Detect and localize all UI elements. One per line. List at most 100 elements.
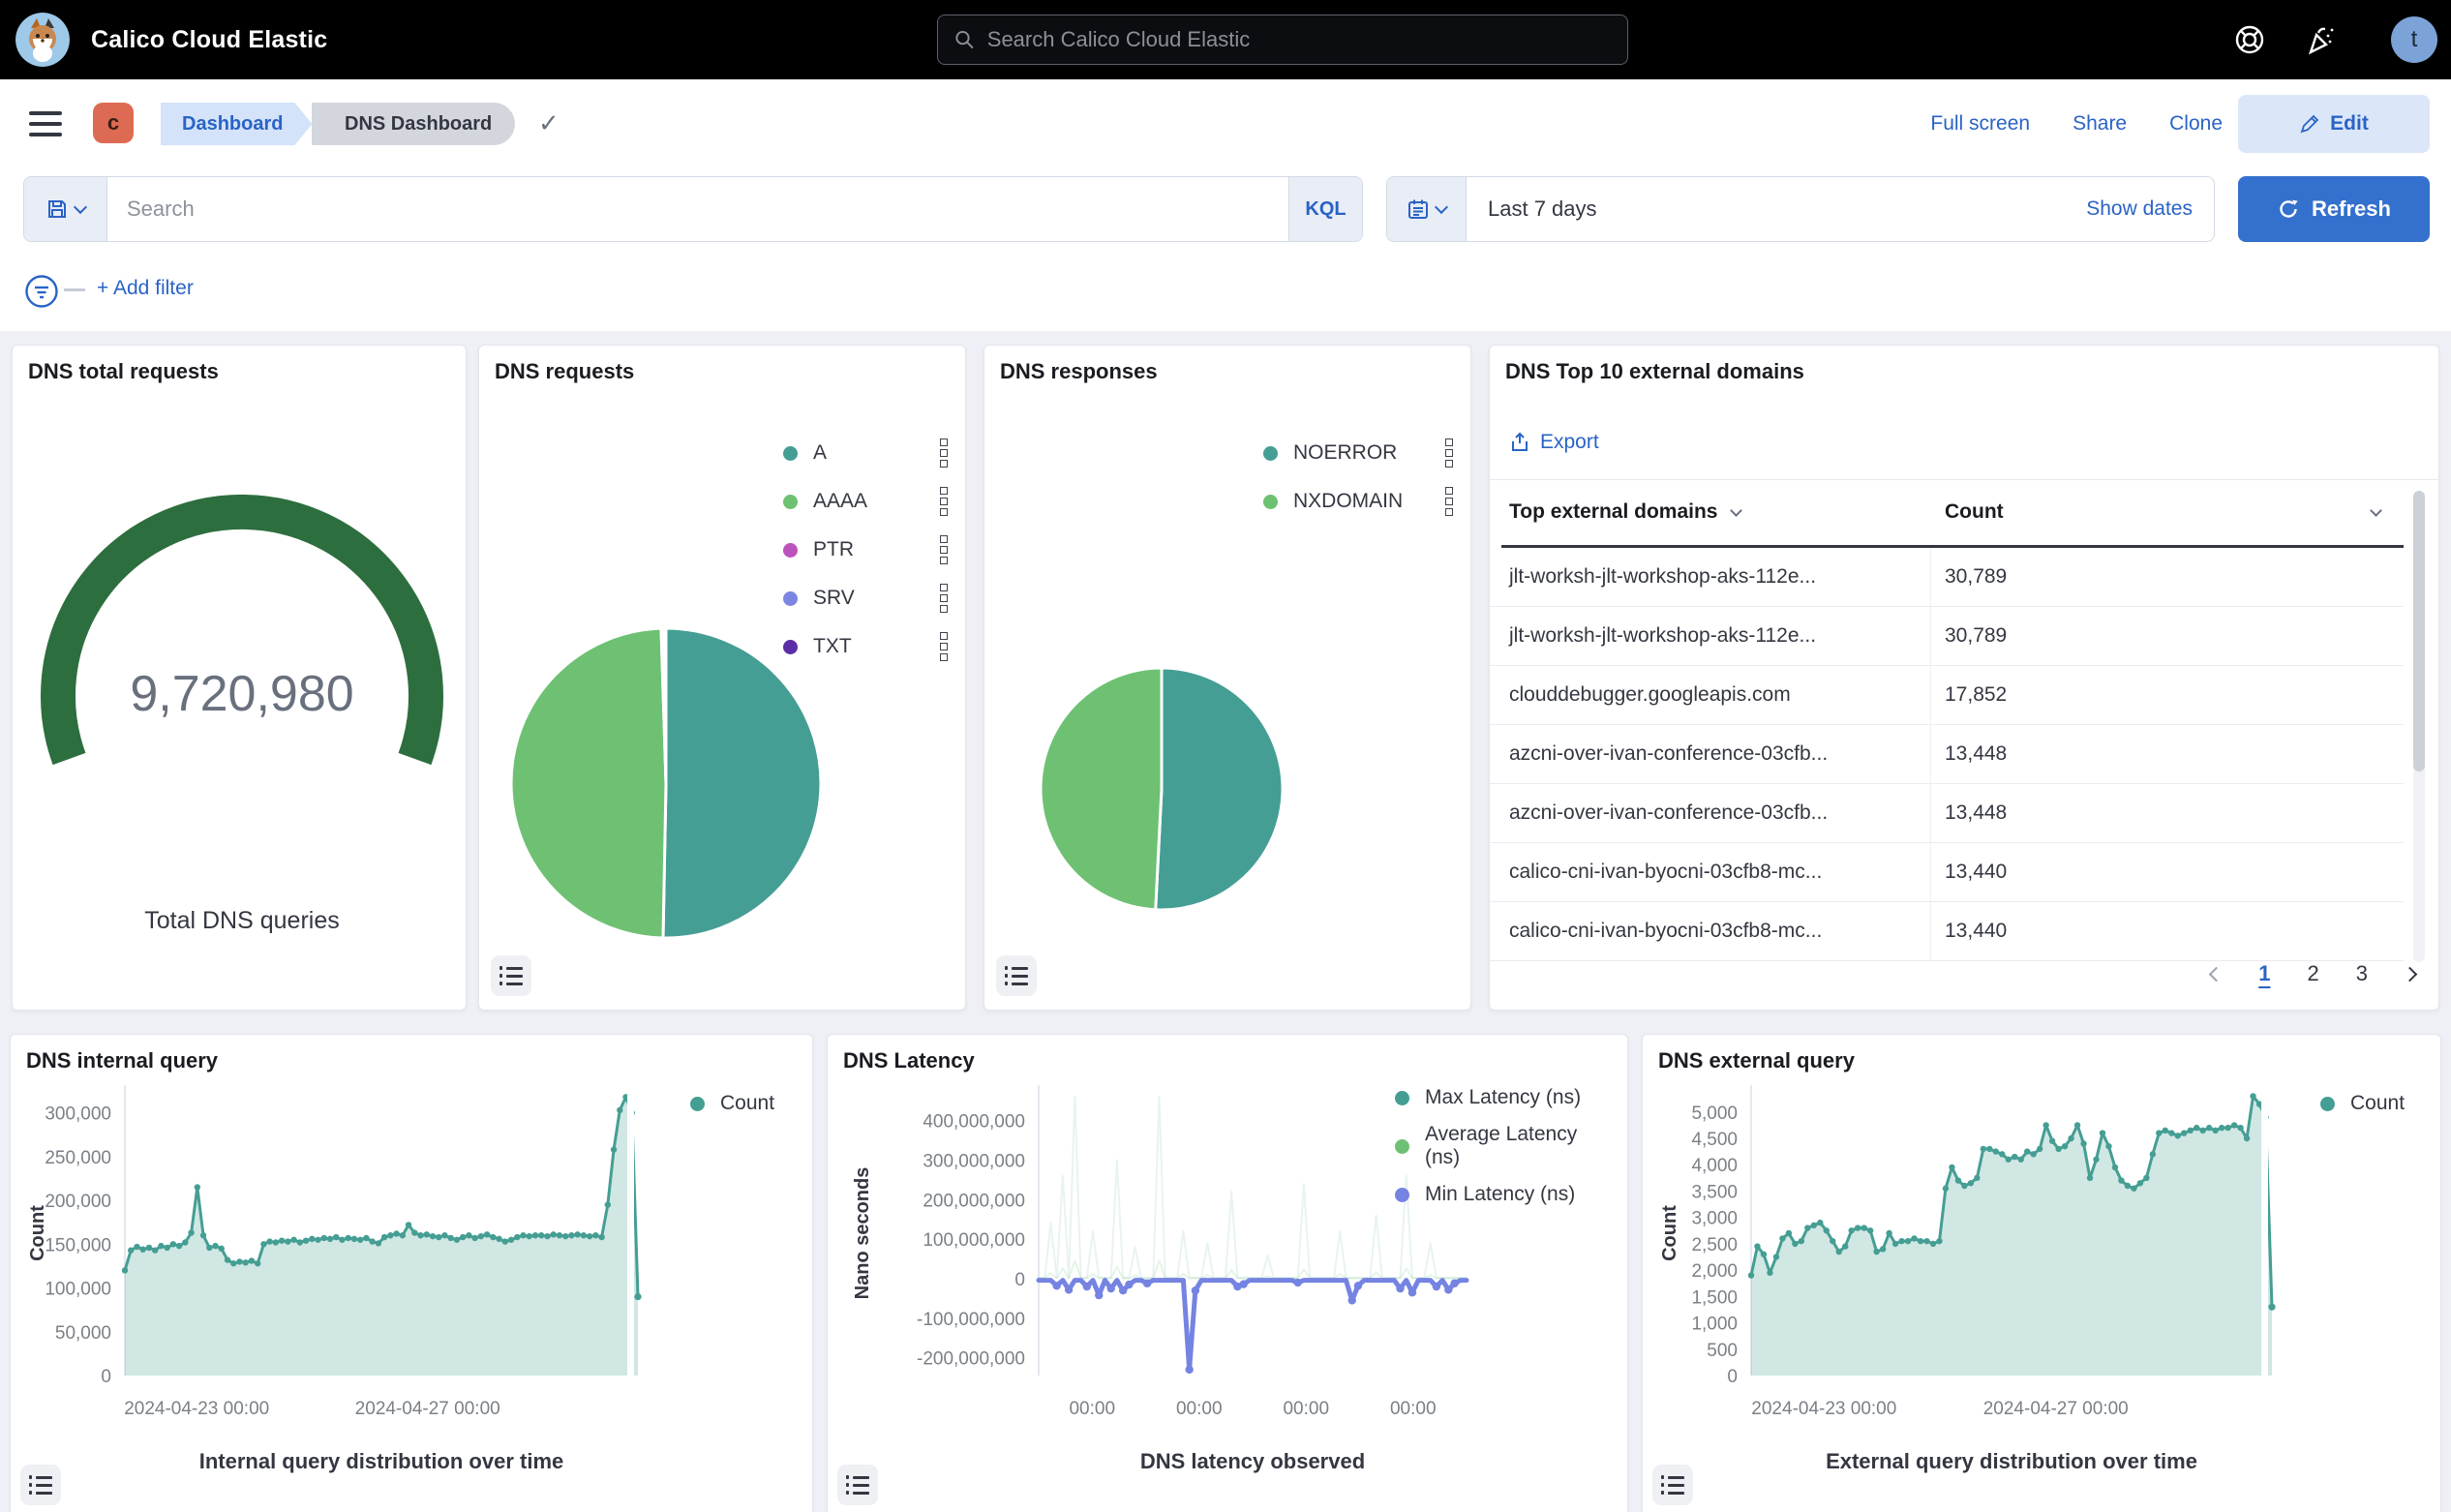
legend-item[interactable]: NXDOMAIN bbox=[1263, 477, 1453, 526]
app-header: Calico Cloud Elastic t bbox=[0, 0, 2451, 79]
kql-search-control: KQL bbox=[23, 176, 1363, 242]
panel-dns-total-requests: DNS total requests 9,720,980 Total DNS q… bbox=[12, 345, 467, 1011]
add-filter-button[interactable]: + Add filter bbox=[97, 277, 194, 300]
edit-button[interactable]: Edit bbox=[2238, 95, 2430, 153]
column-header-count[interactable]: Count bbox=[1945, 500, 2380, 524]
global-search-input[interactable] bbox=[987, 27, 1612, 52]
kql-language-button[interactable]: KQL bbox=[1288, 177, 1362, 241]
legend-item[interactable]: Max Latency (ns) bbox=[1395, 1074, 1618, 1122]
legend-item[interactable]: Min Latency (ns) bbox=[1395, 1170, 1618, 1219]
legend-item[interactable]: A bbox=[783, 429, 948, 477]
svg-text:200,000,000: 200,000,000 bbox=[923, 1191, 1025, 1211]
news-icon[interactable] bbox=[2302, 22, 2337, 57]
pie-slice-aaaa[interactable] bbox=[511, 628, 666, 938]
svg-text:2024-04-27 00:00: 2024-04-27 00:00 bbox=[1983, 1399, 2129, 1419]
count-cell: 17,852 bbox=[1945, 683, 2007, 707]
global-search[interactable] bbox=[937, 15, 1628, 65]
legend-actions-icon[interactable] bbox=[911, 535, 948, 564]
svg-text:Internal query distribution ov: Internal query distribution over time bbox=[199, 1449, 564, 1473]
panel-dns-internal-query: DNS internal query 050,000100,000150,000… bbox=[10, 1034, 813, 1512]
legend-swatch bbox=[1395, 1091, 1409, 1105]
table-scrollbar[interactable] bbox=[2413, 491, 2425, 771]
share-button[interactable]: Share bbox=[2073, 112, 2127, 136]
user-avatar[interactable]: t bbox=[2391, 16, 2437, 63]
table-body: jlt-worksh-jlt-workshop-aks-112e...30,78… bbox=[1490, 548, 2404, 961]
count-cell: 13,440 bbox=[1945, 920, 2007, 943]
breadcrumb-dns-dashboard: DNS Dashboard bbox=[312, 103, 515, 145]
time-range-value[interactable]: Last 7 days bbox=[1488, 197, 1597, 222]
legend-item[interactable]: NOERROR bbox=[1263, 429, 1453, 477]
svg-text:5,000: 5,000 bbox=[1691, 1104, 1738, 1124]
domain-cell: calico-cni-ivan-byocni-03cfb8-mc... bbox=[1509, 861, 1822, 884]
svg-text:00:00: 00:00 bbox=[1390, 1399, 1437, 1419]
previous-page-icon[interactable] bbox=[2209, 966, 2224, 982]
legend-swatch bbox=[1395, 1139, 1409, 1154]
area-chart[interactable]: 050,000100,000150,000200,000250,000300,0… bbox=[11, 1070, 814, 1512]
legend-actions-icon[interactable] bbox=[1416, 487, 1453, 516]
pie-slice-nxdomain[interactable] bbox=[1041, 668, 1162, 910]
legend-swatch bbox=[1263, 446, 1278, 461]
pie-slice-noerror[interactable] bbox=[1156, 668, 1283, 910]
count-cell: 13,440 bbox=[1945, 861, 2007, 884]
column-header-domains[interactable]: Top external domains bbox=[1509, 500, 1740, 524]
svg-text:1,000: 1,000 bbox=[1691, 1315, 1738, 1335]
legend-label: Average Latency (ns) bbox=[1425, 1123, 1618, 1169]
panel-title: DNS Top 10 external domains bbox=[1505, 359, 1804, 384]
area-chart[interactable]: 05001,0001,5002,0002,5003,0003,5004,0004… bbox=[1643, 1070, 2442, 1512]
help-icon[interactable] bbox=[2232, 22, 2267, 57]
svg-text:External query distribution ov: External query distribution over time bbox=[1826, 1449, 2197, 1473]
legend-swatch bbox=[783, 640, 798, 654]
saved-query-menu-button[interactable] bbox=[24, 177, 107, 241]
calendar-menu-button[interactable] bbox=[1387, 177, 1467, 241]
svg-text:00:00: 00:00 bbox=[1283, 1399, 1329, 1419]
svg-text:100,000: 100,000 bbox=[45, 1280, 111, 1300]
legend-item[interactable]: Count bbox=[690, 1079, 797, 1128]
page-1-button[interactable]: 1 bbox=[2258, 961, 2270, 986]
page-3-button[interactable]: 3 bbox=[2356, 961, 2368, 986]
legend-item[interactable]: SRV bbox=[783, 574, 948, 622]
legend-actions-icon[interactable] bbox=[1416, 438, 1453, 468]
menu-icon[interactable] bbox=[29, 111, 62, 136]
refresh-button[interactable]: Refresh bbox=[2238, 176, 2430, 242]
svg-text:-200,000,000: -200,000,000 bbox=[917, 1349, 1025, 1370]
panel-dns-top10-external-domains: DNS Top 10 external domains Export Top e… bbox=[1489, 345, 2439, 1011]
legend-item[interactable]: PTR bbox=[783, 526, 948, 574]
save-icon bbox=[45, 197, 69, 221]
refresh-icon bbox=[2277, 197, 2300, 221]
calico-logo[interactable] bbox=[15, 13, 70, 67]
legend-actions-icon[interactable] bbox=[911, 632, 948, 661]
breadcrumb-dashboard[interactable]: Dashboard bbox=[161, 103, 312, 145]
kql-search-input[interactable] bbox=[107, 177, 1288, 241]
space-badge[interactable]: c bbox=[93, 103, 134, 143]
legend-actions-icon[interactable] bbox=[911, 438, 948, 468]
show-dates-button[interactable]: Show dates bbox=[2086, 197, 2193, 221]
gauge-chart: 9,720,980 Total DNS queries bbox=[13, 386, 468, 1006]
pie-slice-a[interactable] bbox=[663, 628, 821, 938]
panel-list-icon[interactable] bbox=[20, 1465, 61, 1505]
legend-swatch bbox=[783, 591, 798, 606]
legend-item[interactable]: TXT bbox=[783, 622, 948, 671]
legend-swatch bbox=[1263, 495, 1278, 509]
full-screen-button[interactable]: Full screen bbox=[1930, 112, 2030, 136]
pie-slice-txt[interactable] bbox=[665, 628, 666, 783]
domain-cell: azcni-over-ivan-conference-03cfb... bbox=[1509, 742, 1828, 766]
chevron-down-icon bbox=[1435, 199, 1448, 213]
filter-icon[interactable] bbox=[23, 273, 60, 310]
panel-list-icon[interactable] bbox=[491, 955, 531, 996]
panel-list-icon[interactable] bbox=[1652, 1465, 1693, 1505]
legend-swatch bbox=[2320, 1097, 2335, 1111]
legend-actions-icon[interactable] bbox=[911, 584, 948, 613]
domain-cell: jlt-worksh-jlt-workshop-aks-112e... bbox=[1509, 565, 1816, 589]
legend-actions-icon[interactable] bbox=[911, 487, 948, 516]
legend-item[interactable]: Count bbox=[2320, 1079, 2427, 1128]
panel-list-icon[interactable] bbox=[996, 955, 1037, 996]
panel-list-icon[interactable] bbox=[837, 1465, 878, 1505]
export-button[interactable]: Export bbox=[1509, 431, 1599, 454]
legend-item[interactable]: Average Latency (ns) bbox=[1395, 1122, 1618, 1170]
legend-swatch bbox=[783, 446, 798, 461]
next-page-icon[interactable] bbox=[2403, 966, 2418, 982]
legend-item[interactable]: AAAA bbox=[783, 477, 948, 526]
svg-text:150,000: 150,000 bbox=[45, 1235, 111, 1255]
page-2-button[interactable]: 2 bbox=[2308, 961, 2319, 986]
clone-button[interactable]: Clone bbox=[2169, 112, 2223, 136]
